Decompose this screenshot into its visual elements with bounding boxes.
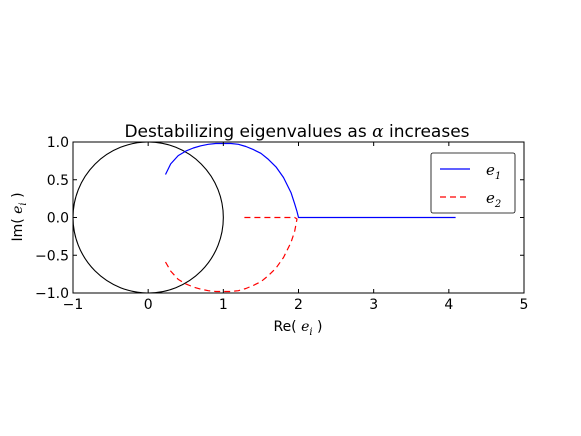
x-tick-label: 5 [520, 297, 529, 313]
x-tick-label: 0 [144, 297, 153, 313]
legend-label-e2: e2 [486, 189, 501, 210]
x-tick-label: 2 [294, 297, 303, 313]
x-axis-label: Re( ei ) [273, 319, 322, 338]
x-tick-label: 1 [219, 297, 228, 313]
y-axis-label: Im( ei ) [10, 192, 29, 241]
y-tick-label: 0.5 [47, 173, 69, 189]
legend: e1 e2 [430, 152, 516, 214]
chart-title: Destabilizing eigenvalues as α increases [124, 122, 469, 142]
y-tick-label: 1.0 [47, 135, 69, 151]
series-line-e1 [164, 142, 456, 219]
legend-label-e1: e1 [486, 161, 501, 182]
y-tick-label: 0.0 [47, 211, 69, 227]
y-tick-label: −1.0 [35, 286, 69, 302]
y-tick-label: −0.5 [35, 248, 69, 264]
x-tick-label: −1 [63, 297, 84, 313]
x-tick-label: 3 [369, 297, 378, 313]
legend-box [430, 152, 516, 214]
plot-frame [72, 141, 525, 294]
title-alpha-symbol: α [372, 122, 384, 142]
series-line-e2 [164, 216, 298, 293]
x-tick-label: 4 [444, 297, 453, 313]
